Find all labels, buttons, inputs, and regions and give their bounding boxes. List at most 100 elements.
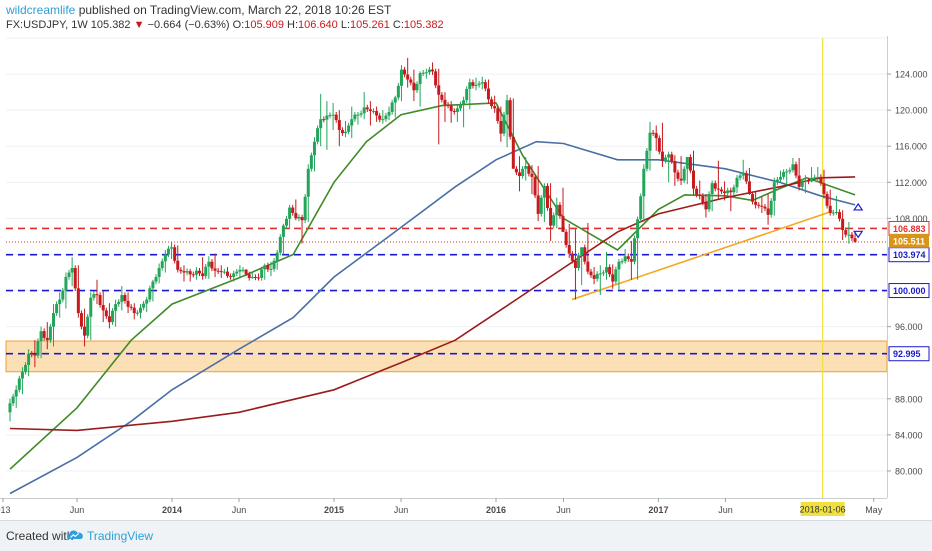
candle-body	[688, 157, 692, 171]
candle-body	[145, 299, 149, 304]
candle-body	[716, 188, 720, 190]
candle-body	[160, 261, 164, 268]
candle-body	[772, 182, 776, 201]
candle-body	[291, 207, 295, 213]
candle-body	[595, 273, 599, 279]
candle-body	[281, 225, 285, 237]
candle-body	[288, 207, 292, 219]
candle-body	[614, 269, 618, 282]
candle-body	[70, 268, 74, 273]
candle-body	[738, 175, 742, 178]
candle-body	[657, 138, 661, 152]
moving-average-line	[9, 102, 856, 470]
candle-body	[670, 154, 674, 162]
candle-body	[760, 205, 764, 207]
candle-body	[483, 82, 487, 89]
time-tick-label: 2014	[162, 505, 182, 515]
candle-body	[589, 271, 593, 276]
time-tick-label: May	[865, 505, 883, 515]
tradingview-brand-link[interactable]: TradingView	[87, 529, 154, 543]
candle-body	[427, 69, 431, 73]
candle-body	[356, 114, 360, 116]
candle-body	[695, 188, 699, 195]
price-chart[interactable]: 80.000 84.000 88.000 96.000 108.000 112.000 11…	[0, 36, 932, 520]
candle-body	[822, 183, 826, 195]
candle-body	[188, 271, 192, 275]
candle-body	[850, 234, 854, 239]
candle-body	[645, 150, 649, 169]
candle-body	[55, 304, 59, 314]
candle-body	[648, 132, 652, 151]
chart-area[interactable]: 80.000 84.000 88.000 96.000 108.000 112.000 11…	[0, 36, 932, 520]
candle-body	[626, 256, 630, 259]
candle-body	[455, 108, 459, 112]
candle-body	[800, 181, 804, 187]
footer: Created with TradingView	[0, 520, 932, 551]
price-tick-label: 116.000	[895, 142, 927, 152]
candle-body	[486, 88, 490, 100]
candle-body	[782, 171, 786, 177]
candle-body	[204, 266, 208, 277]
author-link[interactable]: wildcreamlife	[6, 3, 76, 17]
candle-body	[51, 313, 55, 327]
candle-body	[735, 177, 739, 188]
trendline	[571, 210, 833, 301]
tradingview-logo-icon[interactable]	[66, 528, 84, 547]
candle-body	[440, 94, 444, 100]
candle-body	[344, 131, 348, 134]
candle-body	[564, 231, 568, 245]
candle-body	[39, 331, 43, 342]
candle-body	[452, 111, 456, 113]
candle-body	[294, 212, 298, 219]
candle-body	[698, 194, 702, 196]
candle-body	[347, 125, 351, 132]
candle-body	[514, 168, 518, 173]
candle-body	[542, 185, 546, 198]
price-tick-label: 112.000	[895, 178, 927, 188]
candle-body	[446, 104, 450, 106]
candle-body	[719, 189, 723, 192]
candle-body	[89, 297, 93, 317]
price-tick-label: 120.000	[895, 106, 928, 116]
candle-body	[20, 371, 24, 379]
price-tick-label: 124.000	[895, 70, 928, 80]
candle-body	[533, 176, 537, 196]
candle-body	[331, 114, 335, 116]
candle-body	[617, 261, 621, 270]
candle-body	[375, 111, 379, 116]
candle-body	[381, 119, 385, 121]
candle-body	[123, 295, 127, 301]
time-tick-label: Jun	[232, 505, 247, 515]
price-tick-label: 84.000	[895, 430, 923, 440]
candle-body	[216, 270, 220, 272]
high-value: 106.640	[298, 19, 338, 31]
level-label-box	[888, 283, 930, 299]
candle-body	[636, 219, 640, 239]
candle-body	[232, 273, 236, 278]
candle-body	[741, 173, 745, 176]
candle-body	[263, 265, 267, 270]
candle-body	[682, 168, 686, 181]
candle-body	[583, 247, 587, 262]
candle-body	[819, 176, 823, 184]
time-tick-label: Jun	[718, 505, 733, 515]
candle-body	[11, 396, 15, 404]
candle-body	[79, 313, 83, 327]
chart-header: wildcreamlife published on TradingView.c…	[0, 0, 932, 36]
candle-body	[42, 331, 46, 338]
candle-body	[235, 271, 239, 274]
candle-body	[198, 270, 202, 274]
moving-average-line	[9, 140, 856, 495]
candle-body	[468, 82, 472, 89]
candle-body	[316, 128, 320, 142]
candle-body	[844, 230, 848, 235]
candle-body	[763, 206, 767, 209]
candle-body	[580, 247, 584, 256]
candle-body	[359, 113, 363, 115]
candle-body	[549, 208, 553, 226]
candle-body	[511, 136, 515, 169]
candle-body	[107, 316, 111, 323]
time-tick-label: 013	[0, 505, 11, 515]
candle-body	[667, 154, 671, 158]
last-value: 105.382	[90, 19, 131, 31]
